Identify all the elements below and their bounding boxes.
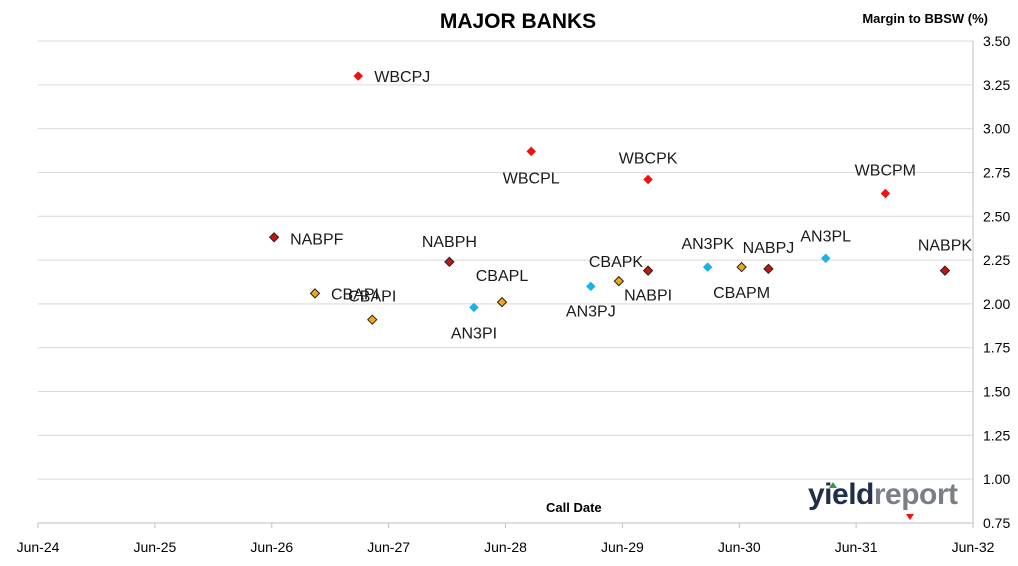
- point-cbapk: [613, 275, 625, 287]
- point-label: NABPK: [918, 238, 973, 255]
- x-tick-label: Jun-28: [484, 539, 527, 555]
- logo-part-report: report: [873, 478, 958, 511]
- point-cbapi: [367, 314, 378, 325]
- point-label: CBAPI: [348, 289, 396, 306]
- point-label: AN3PL: [800, 228, 851, 245]
- point-wbcpj: [353, 71, 364, 81]
- y-tick-label: 2.00: [983, 296, 1010, 312]
- point-nabpi: [642, 265, 654, 276]
- y-tick-label: 0.75: [983, 515, 1010, 531]
- point-cbapm: [736, 261, 747, 273]
- point-label: WBCPJ: [374, 69, 430, 86]
- y-tick-label: 1.00: [983, 471, 1010, 487]
- point-label: AN3PJ: [566, 303, 616, 320]
- chart-title: MAJOR BANKS: [439, 10, 597, 33]
- point-label: AN3PI: [451, 325, 497, 342]
- point-label: NABPF: [290, 231, 344, 248]
- y-tick-label: 1.75: [983, 340, 1010, 356]
- point-label: CBAPM: [713, 285, 770, 302]
- x-tick-label: Jun-29: [601, 539, 644, 555]
- yieldreport-logo: yieldreport: [808, 478, 958, 512]
- point-cbapl: [496, 296, 508, 308]
- point-an3pj: [585, 281, 596, 292]
- point-label: AN3PK: [681, 236, 734, 253]
- x-tick-label: Jun-27: [367, 539, 410, 555]
- point-label: WBCPM: [855, 162, 916, 179]
- point-label: CBAPL: [476, 268, 529, 285]
- logo-up-arrow-icon: [829, 482, 837, 488]
- point-label: NABPH: [422, 234, 477, 251]
- point-nabpf: [268, 232, 280, 243]
- x-tick-label: Jun-25: [133, 539, 176, 555]
- y-tick-label: 1.25: [983, 427, 1010, 443]
- logo-down-arrow-icon: [906, 514, 914, 520]
- y-tick-label: 3.25: [983, 77, 1010, 93]
- point-label: WBCPL: [503, 170, 560, 187]
- point-an3pk: [702, 262, 713, 272]
- point-wbcpk: [643, 174, 653, 185]
- point-nabpk: [939, 265, 951, 276]
- x-tick-label: Jun-24: [17, 539, 60, 555]
- x-tick-label: Jun-26: [250, 539, 293, 555]
- point-label: NABPI: [624, 288, 672, 305]
- point-label: WBCPK: [619, 150, 678, 167]
- y-tick-label: 1.50: [983, 384, 1010, 400]
- logo-part-yield: yield: [808, 478, 874, 511]
- point-label: CBAPK: [589, 254, 644, 271]
- y-tick-label: 2.25: [983, 252, 1010, 268]
- point-nabpj: [763, 263, 774, 275]
- y-axis-label: Margin to BBSW (%): [862, 11, 988, 26]
- point-label: NABPJ: [743, 240, 795, 257]
- x-tick-label: Jun-31: [835, 539, 878, 555]
- y-tick-label: 3.00: [983, 121, 1010, 137]
- point-an3pi: [469, 302, 479, 313]
- point-label: CBAPI: [331, 286, 379, 303]
- x-tick-label: Jun-32: [952, 539, 995, 555]
- point-wbcpm: [880, 188, 891, 199]
- point-cbapi: [309, 288, 321, 299]
- point-wbcpl: [526, 146, 537, 157]
- x-axis-label: Call Date: [546, 500, 602, 515]
- point-nabph: [444, 256, 455, 268]
- x-tick-label: Jun-30: [718, 539, 761, 555]
- y-tick-label: 2.50: [983, 208, 1010, 224]
- y-tick-label: 3.50: [983, 33, 1010, 49]
- y-tick-label: 2.75: [983, 164, 1010, 180]
- point-an3pl: [820, 253, 831, 264]
